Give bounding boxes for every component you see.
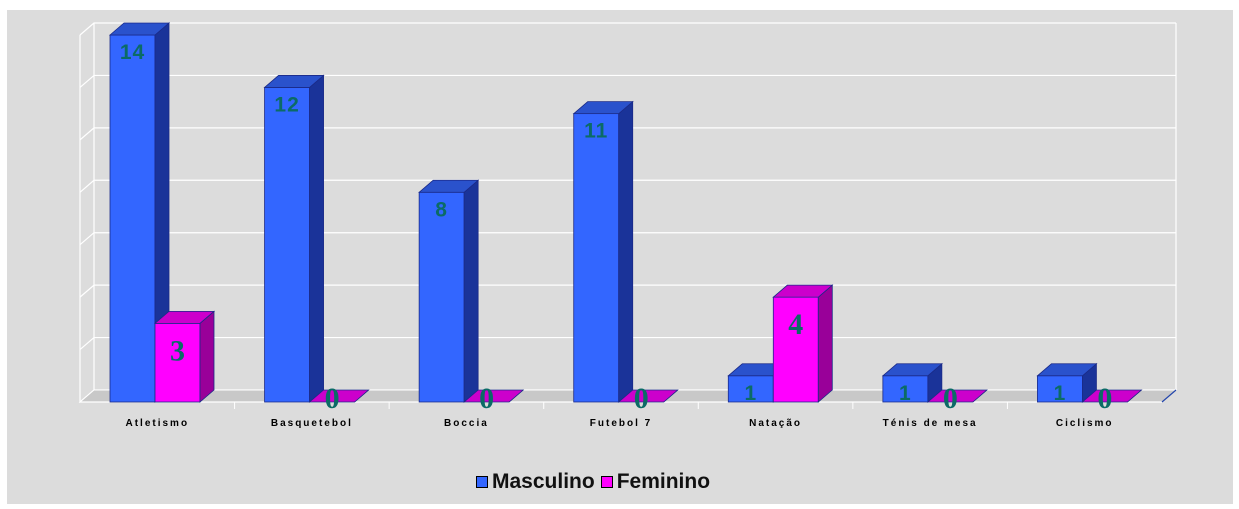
bar-feminino-side — [199, 310, 215, 403]
bar-masculino-front — [264, 87, 310, 403]
bar-masculino-front — [573, 113, 620, 403]
bar-feminino — [617, 389, 679, 403]
value-label-feminino: 0 — [325, 382, 340, 415]
bar-masculino-top — [263, 75, 325, 88]
bar-feminino — [1081, 389, 1143, 403]
left-wall — [79, 35, 95, 404]
bar-masculino-front — [882, 375, 929, 403]
value-label-masculino: 12 — [274, 93, 299, 116]
value-label-feminino: 0 — [634, 382, 649, 415]
value-label-feminino: 0 — [479, 382, 494, 415]
category-label: Boccia — [444, 418, 489, 429]
bar-masculino-top — [881, 363, 943, 377]
value-label-feminino: 0 — [1097, 382, 1112, 415]
gridline — [79, 179, 1176, 193]
bar-feminino — [153, 310, 216, 403]
value-label-feminino: 0 — [943, 382, 958, 415]
bar-masculino-top — [108, 22, 171, 36]
gridline — [79, 127, 1176, 141]
category-label: Ténis de mesa — [883, 418, 978, 429]
bar-masculino-side — [463, 179, 479, 403]
legend: Masculino Feminino — [476, 470, 716, 494]
category-label: Ciclismo — [1056, 418, 1114, 429]
gridline — [79, 232, 1176, 246]
legend-label-masculino: Masculino — [492, 470, 595, 493]
back-wall — [93, 23, 1177, 391]
legend-swatch-masculino — [476, 476, 488, 488]
category-label: Atletismo — [126, 418, 190, 429]
value-label-feminino: 4 — [788, 308, 803, 341]
value-label-masculino: 8 — [435, 198, 448, 221]
bar-feminino-top — [308, 389, 370, 403]
value-label-masculino: 11 — [584, 120, 608, 143]
bar-feminino-top — [1081, 389, 1143, 403]
bar-masculino — [572, 100, 634, 403]
value-label-masculino: 1 — [1054, 382, 1067, 405]
bar-feminino — [926, 389, 988, 403]
legend-item-feminino: Feminino — [600, 470, 711, 494]
bar-feminino-top — [772, 284, 834, 298]
bar-feminino-top — [617, 389, 679, 403]
bar-masculino — [263, 74, 325, 403]
bar-masculino — [881, 362, 943, 403]
x-axis-end — [1161, 389, 1177, 403]
bar-masculino-top — [418, 179, 480, 193]
bar-masculino — [1036, 362, 1098, 403]
bar-masculino-front — [109, 34, 156, 403]
value-label-masculino: 1 — [899, 382, 912, 405]
legend-label-feminino: Feminino — [616, 470, 711, 493]
category-label: Basquetebol — [271, 418, 353, 429]
gridline — [79, 74, 1176, 88]
bar-masculino-front — [418, 191, 465, 403]
bar-masculino-top — [572, 101, 634, 115]
bar-feminino-front — [154, 322, 201, 403]
value-label-masculino: 1 — [744, 382, 757, 405]
bar-feminino-top — [926, 389, 988, 403]
bar-feminino-top — [463, 389, 525, 403]
bar-masculino — [108, 22, 171, 403]
legend-swatch-feminino — [600, 476, 613, 488]
value-label-masculino: 14 — [120, 41, 145, 64]
bar-feminino — [772, 284, 834, 403]
bar-feminino-side — [817, 284, 833, 403]
bar-feminino — [308, 389, 370, 403]
bar-masculino-side — [309, 74, 324, 403]
category-label: Futebol 7 — [590, 418, 652, 429]
bar-masculino-side — [618, 100, 634, 403]
bar-feminino-top — [153, 310, 216, 324]
value-label-feminino: 3 — [170, 334, 185, 367]
category-label: Natação — [749, 418, 802, 429]
bars — [108, 22, 1143, 403]
bar-feminino — [463, 389, 525, 403]
legend-item-masculino: Masculino — [476, 470, 595, 494]
labels: 143Atletismo120Basquetebol80Boccia110Fut… — [120, 41, 1114, 429]
bar-masculino — [418, 179, 480, 403]
gridline — [79, 22, 1176, 36]
bar-masculino-top — [1036, 363, 1098, 377]
